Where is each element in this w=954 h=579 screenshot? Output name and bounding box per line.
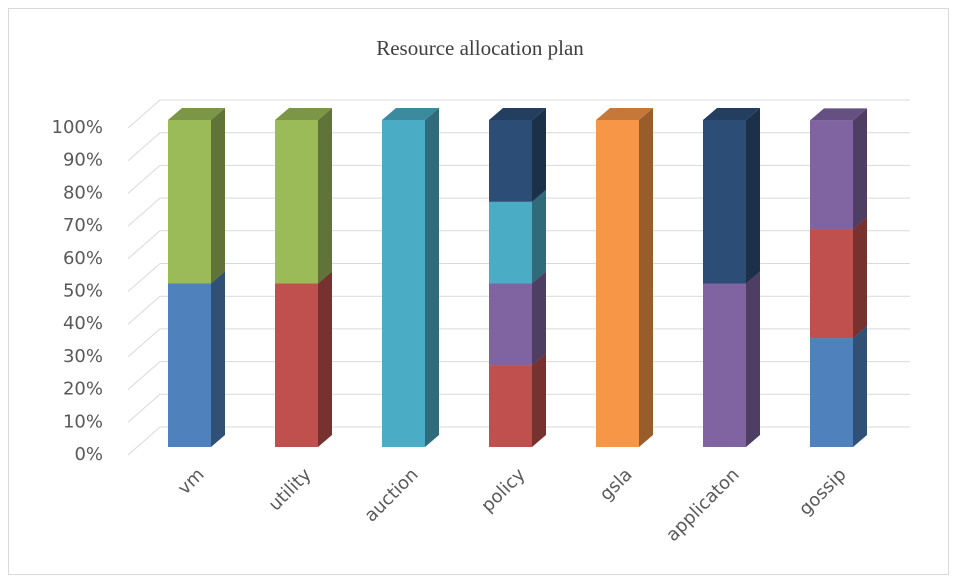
bar-side <box>639 108 653 447</box>
bar-side <box>532 108 546 202</box>
grid-line <box>127 263 910 292</box>
y-tick-label: 0% <box>74 444 103 465</box>
y-tick-label: 100% <box>52 117 103 138</box>
bar-side <box>318 271 332 447</box>
y-tick-label: 80% <box>63 182 103 203</box>
y-tick-label: 50% <box>63 281 103 302</box>
bar-top <box>703 108 760 120</box>
y-tick-label: 90% <box>63 150 103 171</box>
y-tick-label: 20% <box>63 379 103 400</box>
grid-line <box>127 295 910 325</box>
y-tick-label: 60% <box>63 248 103 269</box>
bar-front <box>168 283 211 447</box>
bar-front <box>275 120 318 284</box>
bar-side <box>532 271 546 366</box>
grid-line <box>127 393 910 423</box>
grid-line <box>127 132 910 162</box>
chart-title: Resource allocation plan <box>376 36 584 60</box>
bar-side <box>746 271 760 447</box>
y-tick-label: 40% <box>63 313 103 334</box>
bar-top <box>382 108 439 120</box>
bar-front <box>703 283 746 447</box>
bar-front <box>168 120 211 284</box>
bar-front <box>810 120 853 230</box>
y-tick-label: 30% <box>63 346 103 367</box>
bar-side <box>853 108 867 230</box>
grid-line <box>127 361 910 390</box>
y-tick-label: 70% <box>63 215 103 236</box>
bar-front <box>810 229 853 339</box>
bar-front <box>489 201 532 284</box>
grid-line <box>127 426 910 456</box>
bar-top <box>168 108 225 120</box>
bar-side <box>211 108 225 284</box>
bar-side <box>532 189 546 284</box>
grid-line <box>127 164 910 194</box>
bar-side <box>532 353 546 447</box>
bar-side <box>211 271 225 447</box>
bar-front <box>275 283 318 447</box>
grid-line <box>127 328 910 358</box>
bar-front <box>489 283 532 366</box>
bar-front <box>596 120 639 447</box>
bar-side <box>318 108 332 284</box>
y-tick-label: 10% <box>63 411 103 432</box>
bar-top <box>596 108 653 120</box>
grid-line <box>127 197 910 227</box>
grid-line <box>127 230 910 260</box>
bar-top <box>275 108 332 120</box>
chart-border <box>8 8 949 575</box>
bar-front <box>382 120 425 447</box>
bar-top <box>489 108 546 120</box>
bar-side <box>425 108 439 447</box>
bar-top <box>810 108 867 121</box>
bar-side <box>746 108 760 284</box>
grid-line <box>127 99 910 129</box>
bar-front <box>489 365 532 447</box>
bar-front <box>703 120 746 284</box>
bar-front <box>489 120 532 202</box>
bar-front <box>810 338 853 447</box>
bar-side <box>853 326 867 447</box>
bar-side <box>853 217 867 339</box>
